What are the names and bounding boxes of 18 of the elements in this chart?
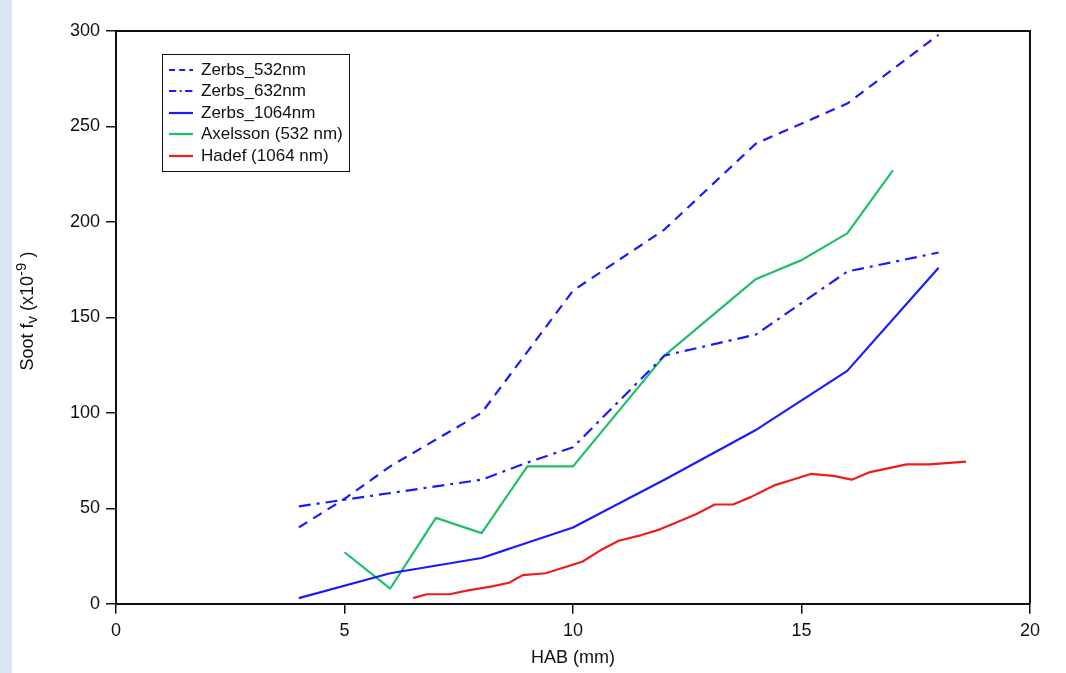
- x-tick-label: 15: [791, 619, 812, 640]
- y-tick-label: 50: [80, 497, 101, 518]
- legend-label: Zerbs_1064nm: [201, 102, 316, 123]
- y-tick-label: 300: [69, 19, 101, 40]
- legend-label: Axelsson (532 nm): [201, 124, 343, 145]
- y-tick-label: 150: [69, 306, 101, 327]
- y-tick-label: 200: [69, 210, 101, 231]
- y-tick-label: 250: [69, 115, 101, 136]
- x-tick-label: 20: [1019, 619, 1041, 640]
- y-tick-label: 0: [90, 592, 101, 613]
- x-tick-label: 10: [563, 619, 584, 640]
- legend-label: Zerbs_632nm: [201, 81, 306, 102]
- legend-label: Hadef (1064 nm): [201, 145, 329, 166]
- y-tick-label: 100: [69, 401, 101, 422]
- x-tick-label: 5: [339, 619, 350, 640]
- legend-label: Zerbs_532nm: [201, 59, 306, 80]
- x-tick-label: 0: [111, 619, 122, 640]
- x-axis-title: HAB (mm): [531, 647, 616, 668]
